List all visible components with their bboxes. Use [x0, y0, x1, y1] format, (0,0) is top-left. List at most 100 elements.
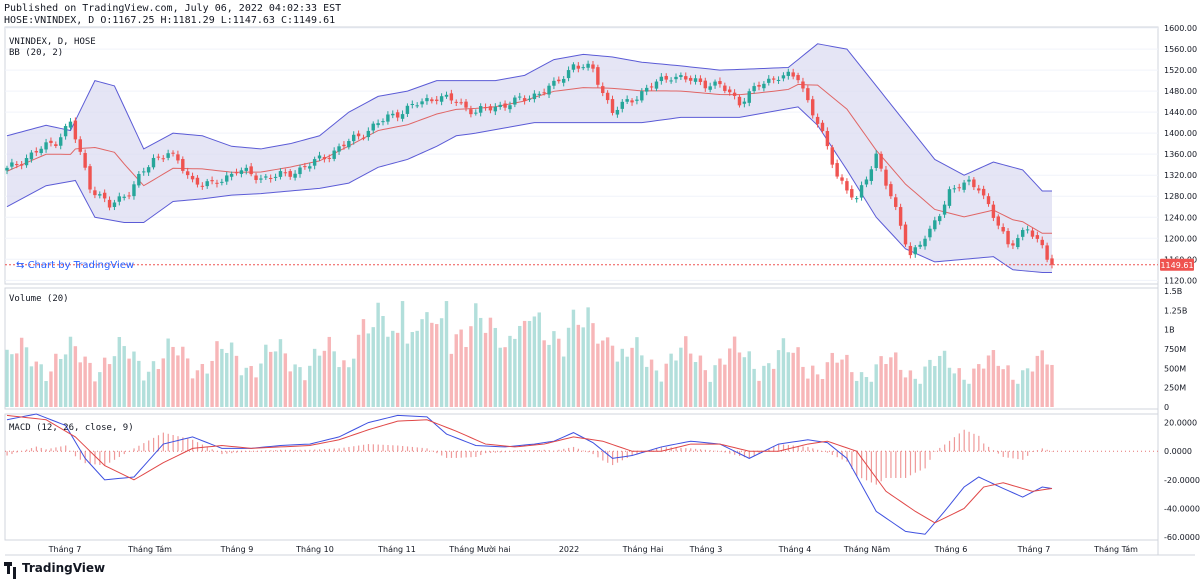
volume-bar: [830, 352, 834, 407]
macd-histogram-bar: [846, 451, 848, 462]
candle-body: [942, 204, 947, 215]
macd-histogram-bar: [299, 449, 301, 452]
volume-bar: [78, 362, 82, 407]
candle-body: [576, 65, 581, 69]
volume-bar: [215, 341, 219, 407]
candle-body: [723, 85, 727, 91]
volume-bar: [478, 317, 483, 407]
volume-bar: [166, 338, 170, 407]
volume-bar: [15, 353, 19, 407]
candle-body: [547, 85, 551, 95]
volume-bar: [972, 368, 976, 407]
macd-histogram-bar: [992, 450, 995, 452]
candle-body: [811, 99, 815, 116]
macd-histogram-bar: [997, 451, 999, 454]
candle-body: [215, 182, 219, 184]
macd-histogram-bar: [172, 435, 174, 452]
volume-bar: [811, 365, 815, 407]
candle-body: [615, 109, 620, 115]
volume-bar: [44, 381, 48, 407]
macd-histogram-bar: [89, 451, 91, 464]
candle-body: [786, 71, 791, 76]
candle-body: [278, 171, 283, 177]
candle-body: [493, 106, 498, 112]
tradingview-watermark[interactable]: ⇆ Chart by TradingView: [16, 260, 135, 271]
candle-body: [713, 81, 717, 86]
candle-body: [386, 114, 390, 122]
candle-body: [351, 134, 356, 142]
macd-histogram-bar: [99, 451, 101, 465]
volume-bar: [1001, 369, 1005, 407]
volume-bar: [488, 317, 493, 407]
volume-bar: [991, 350, 996, 407]
volume-bar: [674, 360, 678, 407]
candle-body: [127, 195, 131, 197]
volume-bar: [430, 322, 434, 407]
candle-body: [630, 100, 634, 103]
macd-histogram-bar: [123, 451, 125, 455]
volume-bar: [303, 380, 307, 407]
price-tick-label: 1320.00: [1164, 171, 1197, 180]
macd-histogram-bar: [572, 446, 575, 452]
macd-histogram-bar: [480, 451, 482, 456]
candle-body: [806, 88, 810, 101]
volume-bar: [615, 361, 620, 407]
candle-body: [317, 155, 322, 159]
macd-histogram-bar: [30, 448, 33, 452]
candle-body: [39, 148, 43, 154]
macd-histogram-bar: [641, 451, 643, 453]
candle-body: [596, 67, 600, 85]
macd-histogram-bar: [626, 451, 628, 458]
candle-body: [361, 137, 366, 139]
volume-bar: [815, 374, 820, 407]
volume-bar: [635, 337, 639, 407]
macd-histogram-bar: [660, 446, 663, 452]
price-tick-label: 1480.00: [1164, 87, 1197, 96]
macd-histogram-bar: [177, 436, 179, 452]
macd-histogram-bar: [734, 451, 736, 455]
volume-bar: [742, 357, 747, 407]
macd-histogram-bar: [309, 449, 311, 452]
macd-histogram-bar: [109, 451, 111, 463]
macd-histogram-bar: [1007, 451, 1009, 458]
macd-histogram-bar: [787, 445, 790, 452]
volume-bar: [747, 351, 751, 407]
macd-histogram-bar: [270, 450, 272, 452]
macd-histogram-bar: [406, 446, 409, 452]
volume-bar: [610, 345, 615, 407]
volume-bar: [962, 379, 966, 407]
tradingview-logo[interactable]: TradingView: [4, 561, 105, 575]
volume-bar: [625, 356, 629, 407]
candle-body: [850, 189, 854, 198]
volume-bar: [317, 355, 322, 407]
candle-body: [977, 188, 981, 191]
candle-body: [571, 64, 576, 70]
macd-histogram-bar: [118, 451, 121, 457]
candle-body: [1020, 229, 1025, 237]
candle-body: [825, 131, 830, 147]
candle-body: [684, 76, 688, 80]
volume-bar: [869, 381, 874, 407]
macd-histogram-bar: [861, 451, 863, 479]
volume-bar: [781, 338, 786, 407]
footer-brand: TradingView: [22, 561, 106, 575]
macd-histogram-bar: [450, 451, 453, 458]
macd-histogram-bar: [939, 447, 941, 452]
macd-histogram-bar: [328, 448, 330, 452]
candle-body: [791, 72, 795, 77]
candle-body: [718, 81, 722, 85]
volume-bar: [229, 342, 234, 407]
macd-histogram-bar: [597, 451, 599, 458]
macd-pane: [4, 413, 1159, 541]
candle-body: [176, 154, 180, 161]
candle-body: [312, 159, 317, 166]
volume-bar: [527, 320, 532, 407]
volume-bar: [713, 365, 717, 407]
candle-body: [708, 86, 712, 90]
macd-histogram-bar: [592, 451, 594, 455]
macd-histogram-bar: [792, 445, 794, 452]
macd-histogram-bar: [421, 447, 423, 452]
candle-body: [156, 156, 161, 158]
volume-bar: [259, 363, 263, 407]
